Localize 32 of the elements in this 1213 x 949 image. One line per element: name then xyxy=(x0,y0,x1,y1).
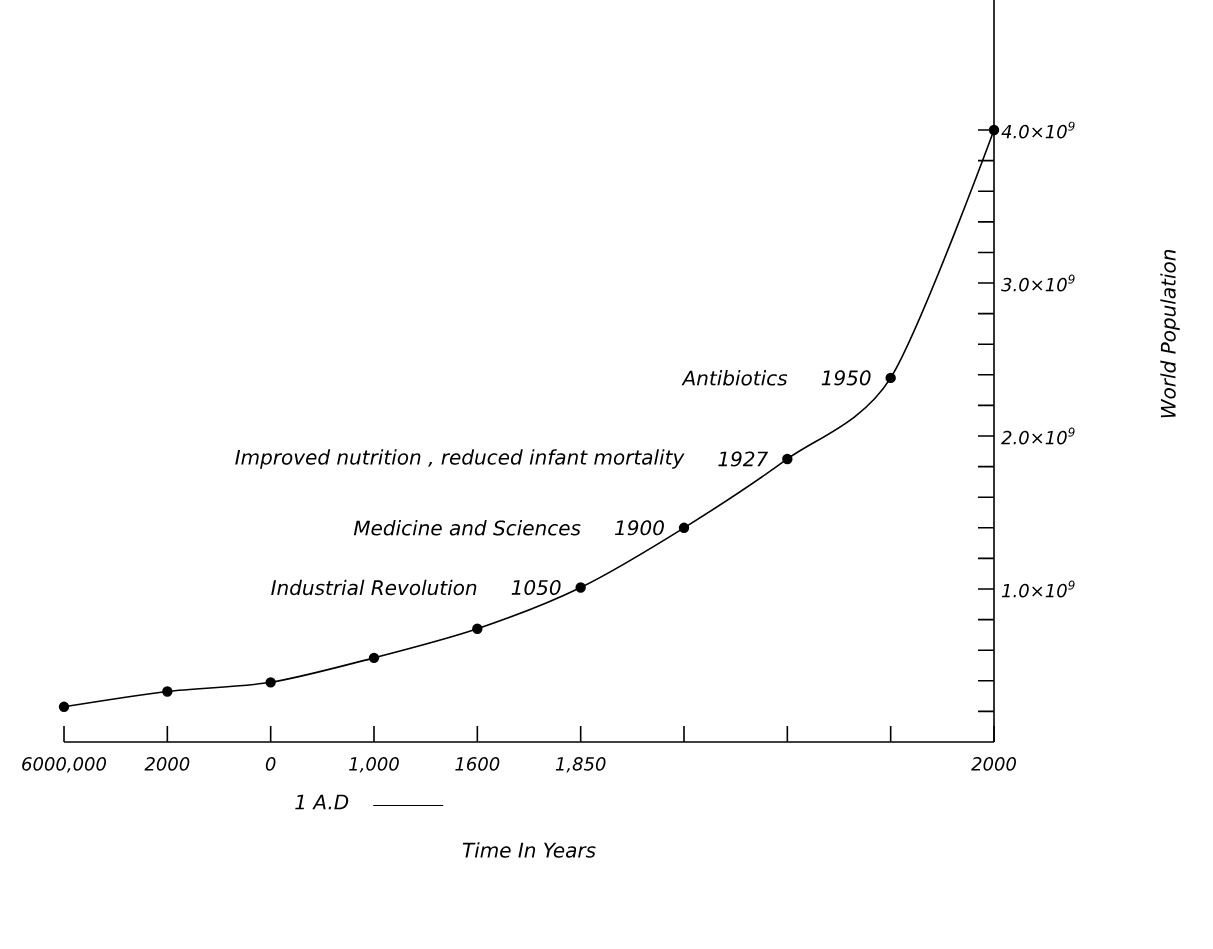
x-tick-label: 1,000 xyxy=(349,757,399,773)
y-tick-label: 2.0×10$^{9}$ xyxy=(1001,427,1075,445)
annotation: Improved nutrition , reduced infant mortality xyxy=(235,449,685,469)
x-tick-label: 6000,000 xyxy=(22,757,107,773)
x-tick-label: 2000 xyxy=(144,757,190,771)
point xyxy=(472,623,483,634)
point xyxy=(885,372,896,384)
annotation: 1900 xyxy=(615,520,664,536)
x-tick-label: 1600 xyxy=(455,757,500,771)
x-tick-label: 2000 xyxy=(971,757,1016,771)
point xyxy=(265,677,276,688)
y-tick-label: 3.0×10$^{9}$ xyxy=(1001,274,1075,292)
y-tick-label: 1.0×10$^{9}$ xyxy=(1001,580,1075,598)
x-tick-label: 1,850 xyxy=(555,757,606,773)
point xyxy=(782,453,793,465)
point xyxy=(988,124,1000,136)
y-axis-title: World Population xyxy=(1160,249,1180,418)
x-axis-title: Time In Years xyxy=(462,842,596,858)
annotation: 1050 xyxy=(511,579,561,596)
point xyxy=(58,701,70,713)
text: 1 A.D xyxy=(295,794,349,810)
point xyxy=(575,582,586,593)
point xyxy=(678,522,690,534)
annotation: 1950 xyxy=(821,370,871,386)
y-tick-label: 4.0×10$^{9}$ xyxy=(1001,121,1075,139)
annotation: Medicine and Sciences xyxy=(353,520,581,536)
annotation: Antibiotics xyxy=(681,370,788,386)
point xyxy=(368,652,380,664)
point xyxy=(162,686,173,697)
annotation: 1927 xyxy=(718,451,769,467)
x-tick-label: 0 xyxy=(265,757,276,771)
annotation: Industrial Revolution xyxy=(271,579,477,596)
